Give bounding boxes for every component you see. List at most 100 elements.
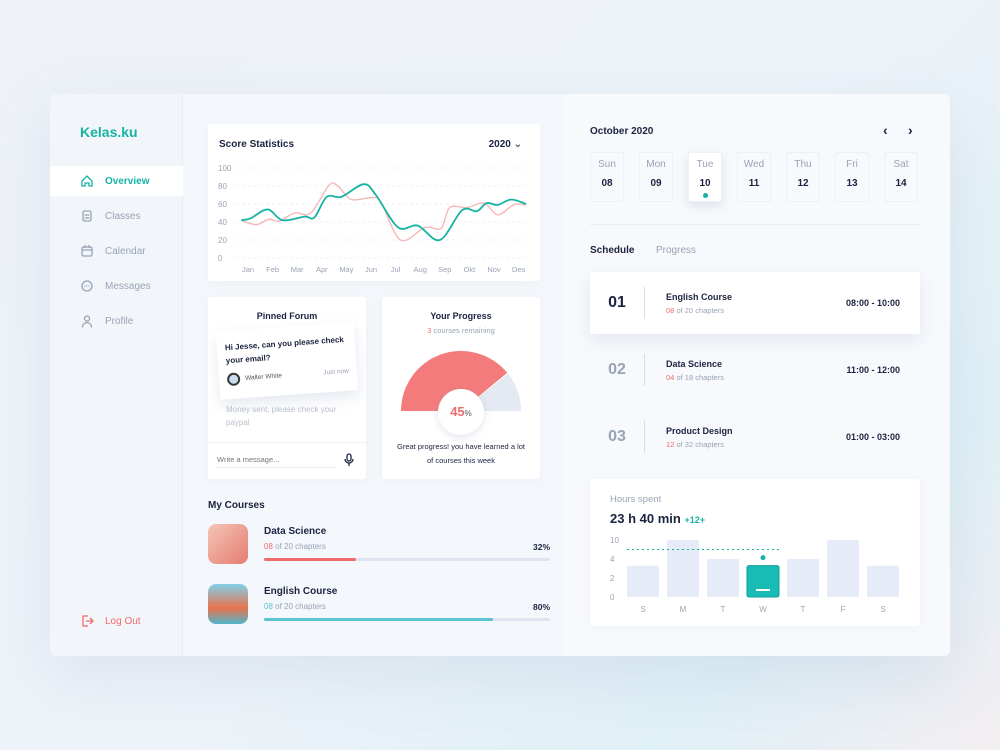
remaining-count: 3 (427, 326, 432, 335)
x-tick-label: Des (512, 265, 526, 274)
sidebar-item-label: Profile (105, 315, 134, 327)
forum-title: Pinned Forum (256, 311, 318, 321)
day-sat[interactable]: Sat 14 (884, 152, 918, 202)
day-tue[interactable]: Tue 10 (688, 152, 722, 202)
day-mon[interactable]: Mon 09 (639, 152, 673, 202)
year-select[interactable]: 2020 ⌄ (489, 139, 522, 150)
course-percent: 32% (532, 542, 550, 552)
day-sun[interactable]: Sun 08 (590, 152, 624, 202)
y-tick-label: 2 (610, 574, 615, 583)
day-number: 08 (601, 178, 613, 189)
x-tick-label: T (801, 605, 806, 614)
pinned-message[interactable]: Hi Jesse, can you please check your emai… (215, 322, 359, 400)
schedule-number: 01 (590, 287, 645, 319)
y-tick-label: 60 (218, 200, 227, 209)
bar-6[interactable] (867, 565, 899, 597)
message-preview: Money sent, please check your paypal (226, 405, 337, 427)
y-tick-label: 0 (218, 254, 223, 263)
course-name: English Course (264, 586, 338, 597)
chevron-right-icon[interactable]: › (908, 122, 913, 138)
x-tick-label: W (759, 605, 767, 614)
pinned-forum-card: Pinned Forum Hi Jesse, can you please ch… (208, 297, 366, 479)
x-tick-label: Okt (464, 265, 477, 274)
chevron-left-icon[interactable]: ‹ (883, 122, 888, 138)
sidebar-item-messages[interactable]: Messages (50, 271, 183, 301)
selected-dot (702, 193, 708, 198)
sidebar-item-label: Overview (105, 175, 150, 187)
sidebar-item-profile[interactable]: Profile (50, 306, 183, 336)
y-tick-label: 10 (610, 536, 619, 545)
hours-chart: 10 4 2 0 S M T W T F S (610, 536, 899, 614)
course-item[interactable]: Data Science 08 of 20 chapters 32% (208, 522, 550, 566)
bar-dot (760, 555, 766, 561)
day-number: 14 (895, 178, 907, 189)
bar-3[interactable] (746, 565, 780, 598)
main-column: Score Statistics 2020 ⌄ 0 20 40 60 80 100 Jan F… (183, 94, 565, 656)
day-name: Sat (893, 159, 909, 170)
series-line-0 (240, 183, 527, 242)
schedule-chapters: 12 of 32 chapters (666, 440, 846, 449)
bar-2[interactable] (707, 559, 739, 597)
sidebar: Kelas.ku Overview Classes Calendar Messages… (50, 94, 183, 656)
sidebar-item-label: Messages (105, 280, 151, 292)
day-name: Sun (598, 159, 616, 170)
course-chapters: 08 of 20 chapters (264, 602, 326, 611)
bar-4[interactable] (787, 559, 819, 597)
sidebar-item-overview[interactable]: Overview (50, 166, 183, 196)
y-tick-label: 40 (218, 218, 227, 227)
schedule-title: English Course (666, 291, 733, 302)
percent-sign: % (464, 409, 472, 418)
message-time: Just now (323, 367, 350, 377)
message-text: Hi Jesse, can you please check your emai… (224, 334, 345, 366)
schedule-item[interactable]: 01 English Course 08 of 20 chapters 08:00 -… (590, 272, 920, 334)
hours-value: 23 h 40 min (610, 511, 681, 526)
logout-button[interactable]: Log Out (80, 614, 141, 628)
schedule-title: Data Science (666, 358, 723, 369)
avatar (226, 372, 241, 387)
hours-spent-card: Hours spent 23 h 40 min +12+ 10 4 2 0 S M T W T F… (590, 479, 920, 626)
course-thumbnail (208, 524, 248, 564)
day-thu[interactable]: Thu 12 (786, 152, 820, 202)
schedule-item[interactable]: 02 Data Science 04 of 18 chapters 11:00 - 1… (590, 339, 920, 401)
logout-icon (82, 615, 94, 627)
tab-schedule[interactable]: Schedule (590, 245, 635, 256)
x-tick-label: S (880, 605, 885, 614)
schedule-title: Product Design (666, 425, 733, 436)
x-tick-label: Sep (438, 265, 451, 274)
dashboard: Kelas.ku Overview Classes Calendar Messages… (50, 94, 950, 656)
courses-remaining: 3 courses remaining (382, 326, 540, 335)
bar-5[interactable] (827, 540, 859, 597)
schedule-time: 01:00 - 03:00 (845, 432, 900, 442)
my-courses-title: My Courses (208, 500, 265, 511)
x-tick-label: T (721, 605, 726, 614)
bar-1[interactable] (667, 540, 699, 597)
chapters-total: of 32 chapters (676, 439, 724, 449)
chapters-total: of 20 chapters (275, 602, 326, 611)
progress-card: Your Progress 3 courses remaining 45% Gr… (382, 297, 540, 479)
day-number: 11 (748, 178, 760, 189)
microphone-icon[interactable] (343, 453, 355, 467)
day-fri[interactable]: Fri 13 (835, 152, 869, 202)
chapters-total: of 20 chapters (676, 305, 724, 315)
course-item[interactable]: English Course 08 of 20 chapters 80% (208, 582, 550, 626)
day-wed[interactable]: Wed 11 (737, 152, 771, 202)
chapters-done: 08 (666, 305, 675, 315)
document-icon (82, 210, 92, 222)
tab-progress[interactable]: Progress (656, 245, 697, 256)
hours-title: Hours spent (610, 494, 662, 505)
score-statistics-card: Score Statistics 2020 ⌄ 0 20 40 60 80 100 Jan F… (208, 124, 540, 281)
x-tick-label: Jun (365, 265, 377, 274)
percent-value: 45 (450, 404, 465, 419)
sidebar-item-classes[interactable]: Classes (50, 201, 183, 231)
schedule-item[interactable]: 03 Product Design 12 of 32 chapters 01:00 -… (590, 406, 920, 468)
chapters-total: of 18 chapters (676, 372, 724, 382)
logo: Kelas.ku (80, 124, 138, 140)
gauge-track (478, 373, 521, 411)
day-name: Thu (794, 159, 812, 170)
course-progress-bar (264, 618, 550, 621)
message-input[interactable] (217, 452, 335, 468)
sidebar-item-calendar[interactable]: Calendar (50, 236, 183, 266)
x-tick-label: Apr (316, 265, 328, 274)
schedule-chapters: 04 of 18 chapters (666, 373, 846, 382)
bar-0[interactable] (627, 565, 659, 597)
